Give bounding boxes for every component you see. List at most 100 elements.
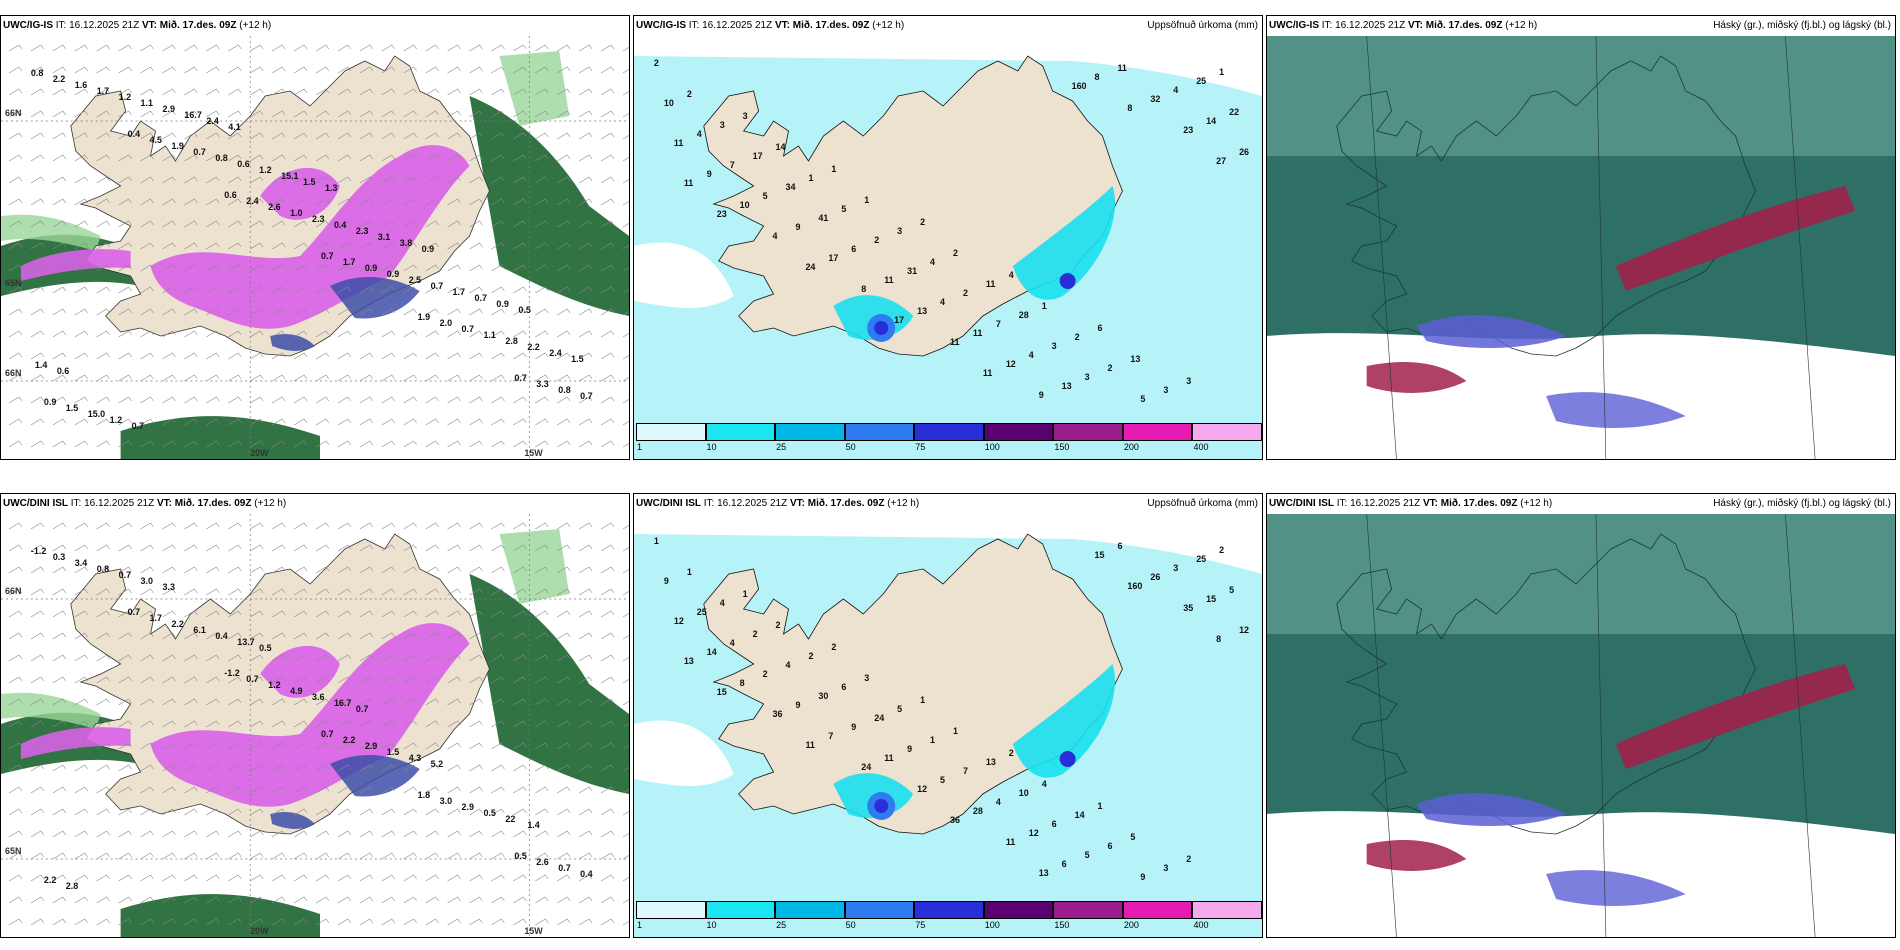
- wind-barb: [206, 330, 220, 338]
- wind-barb: [52, 44, 67, 52]
- wind-barb: [271, 66, 286, 74]
- wind-barb: [8, 742, 23, 750]
- wind-barb: [293, 176, 308, 184]
- wind-barb: [403, 242, 417, 250]
- wind-barb: [513, 676, 527, 684]
- wind-barb: [381, 918, 395, 926]
- wind-barb: [381, 220, 395, 228]
- wind-barb: [140, 830, 154, 838]
- wind-barb: [469, 786, 483, 794]
- wind-barb: [250, 396, 264, 404]
- wind-map: -1.2 0.7 -1.2 0.7 1.8 0.5 0.3 1.7 0.7 2.2 3.0 2.6 3.…: [1, 514, 629, 937]
- precip-value-label: 1: [1219, 67, 1224, 77]
- wind-barb: [469, 588, 483, 596]
- value-label: 0.5: [514, 851, 526, 861]
- wind-barb: [557, 352, 571, 360]
- wind-barb: [162, 132, 176, 140]
- wind-barb: [118, 308, 132, 316]
- colorbar-tick-label: 75: [915, 920, 926, 930]
- wind-barb: [184, 66, 198, 74]
- wind-barb: [469, 720, 483, 728]
- wind-barb: [293, 566, 308, 574]
- colorbar-tick-label: 400: [1193, 442, 1209, 452]
- wind-barb: [469, 396, 483, 404]
- precip-value-label: 13: [986, 757, 996, 767]
- colorbar-tick-label: 150: [1054, 442, 1070, 452]
- wind-barb: [206, 720, 220, 728]
- wind-barb: [425, 632, 439, 640]
- model-name: UWC/IG-IS: [3, 20, 53, 31]
- value-label: 2.4: [549, 348, 561, 358]
- wind-barb: [118, 654, 132, 662]
- precip-value-label: 14: [707, 647, 717, 657]
- value-label: 2.9: [162, 104, 174, 114]
- snow-area: [150, 145, 470, 329]
- value-label: 0.7: [514, 373, 526, 383]
- wind-barb: [74, 418, 88, 426]
- precip-band: [499, 529, 570, 604]
- precip-value-label: 7: [996, 319, 1001, 329]
- wind-barb: [228, 132, 242, 140]
- wind-barb: [447, 742, 461, 750]
- wind-barb: [184, 874, 198, 882]
- wind-barb: [403, 632, 417, 640]
- graticule-line: [1366, 36, 1397, 459]
- wind-barb: [513, 154, 527, 162]
- colorbar-tick-label: 150: [1054, 920, 1070, 930]
- colorbar-tick-label: 100: [984, 442, 1000, 452]
- wind-barb: [557, 154, 571, 162]
- wind-barb: [184, 808, 198, 816]
- wind-barb: [271, 654, 286, 662]
- wind-barb: [8, 808, 23, 816]
- wind-barb: [52, 610, 67, 618]
- value-label: 2.6: [268, 202, 280, 212]
- wind-barb: [469, 698, 483, 706]
- wind-barb: [271, 308, 286, 316]
- wind-barb: [315, 874, 330, 882]
- wind-barb: [74, 852, 88, 860]
- colorbar-segment: [1122, 901, 1193, 919]
- wind-barb: [447, 440, 461, 448]
- precip-value-label: 11: [973, 328, 982, 338]
- wind-barb: [140, 66, 154, 74]
- value-label: 0.7: [558, 863, 570, 873]
- precip-value-label: 11: [805, 740, 814, 750]
- wind-barb: [447, 308, 461, 316]
- wind-barb: [337, 852, 352, 860]
- wind-barb: [359, 88, 374, 96]
- value-label: 3.4: [75, 558, 87, 568]
- wind-barb: [315, 786, 330, 794]
- wind-barb: [381, 764, 395, 772]
- wind-barb: [140, 242, 154, 250]
- wind-barb: [74, 44, 88, 52]
- wind-barb: [622, 157, 629, 162]
- wind-barb: [8, 698, 23, 706]
- wind-barb: [337, 830, 352, 838]
- wind-barb: [184, 610, 198, 618]
- wind-barb: [359, 286, 374, 294]
- wind-barb: [228, 874, 242, 882]
- wind-barb: [206, 632, 220, 640]
- value-label: 0.7: [119, 570, 131, 580]
- wind-barb: [557, 896, 571, 904]
- precip-value-label: 1: [864, 195, 869, 205]
- wind-barb: [337, 220, 352, 228]
- wind-barb: [228, 676, 242, 684]
- precip-value-label: 1: [687, 567, 692, 577]
- wind-barb: [579, 220, 593, 228]
- colorbar-segment: [775, 423, 845, 441]
- wind-barb: [271, 286, 286, 294]
- wind-barb: [425, 698, 439, 706]
- precip-value-label: 3: [743, 111, 748, 121]
- colorbar-segment: [1053, 901, 1123, 919]
- value-label: 0.8: [215, 153, 227, 163]
- value-label: 2.9: [462, 802, 474, 812]
- panel-title: Háský (gr.), miðský (fj.bl.) og lágský (…: [1713, 20, 1891, 31]
- wind-barb: [206, 676, 220, 684]
- wind-barb: [30, 786, 45, 794]
- wind-barb: [600, 654, 615, 662]
- precip-value-label: 10: [740, 200, 750, 210]
- wind-barb: [140, 654, 154, 662]
- wind-barb: [184, 918, 198, 926]
- wind-barb: [52, 874, 67, 882]
